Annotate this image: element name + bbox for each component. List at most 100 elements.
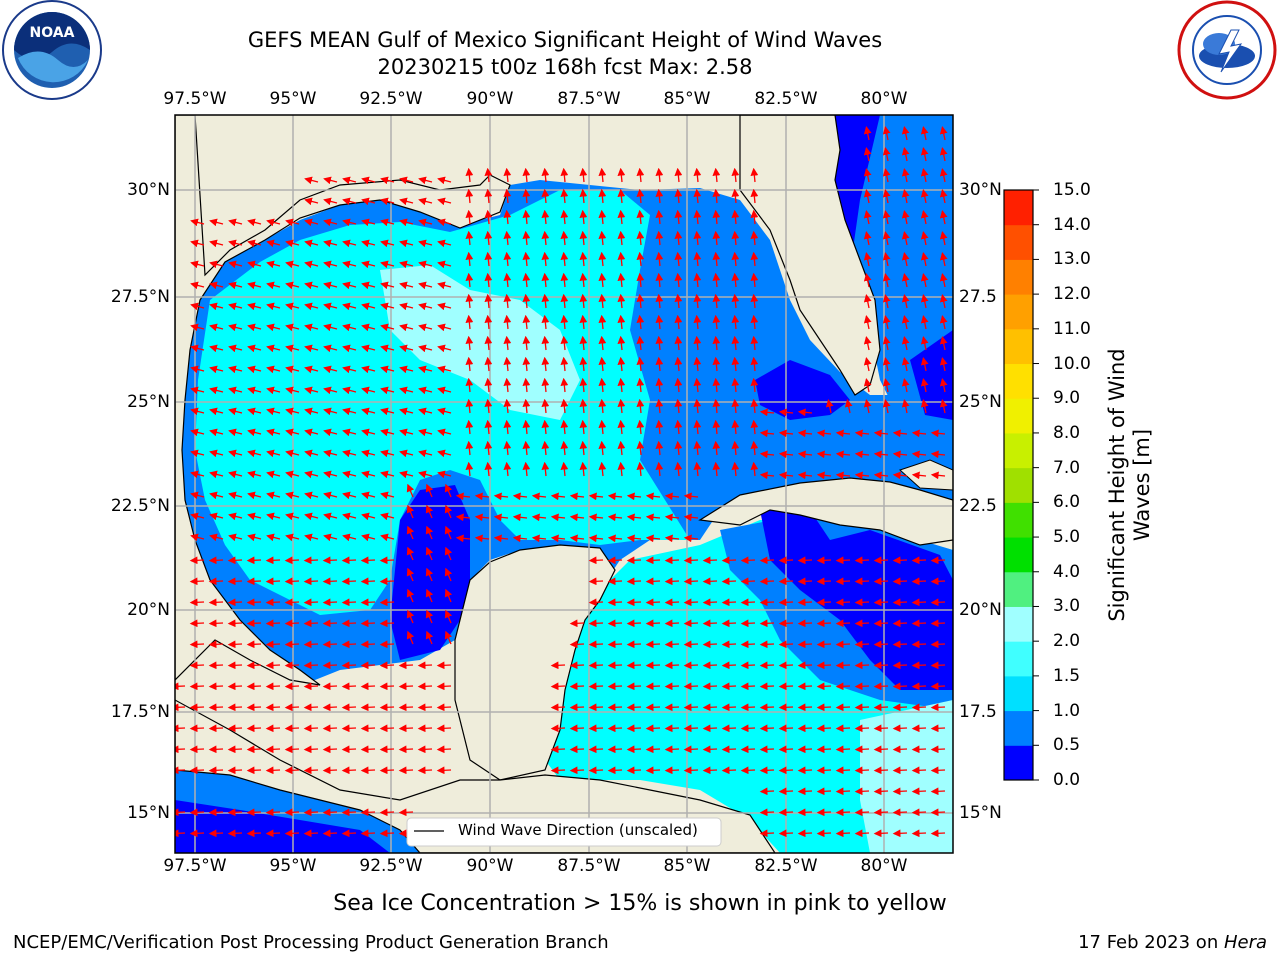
- wind-wave-arrow: [342, 344, 357, 353]
- wind-wave-arrow: [522, 356, 531, 372]
- wind-wave-arrow: [208, 829, 224, 838]
- wind-wave-arrow: [607, 598, 623, 607]
- wind-wave-arrow: [512, 534, 528, 543]
- wind-wave-arrow: [750, 314, 759, 330]
- wind-wave-arrow: [208, 577, 224, 586]
- wind-wave-arrow: [901, 357, 910, 372]
- wind-wave-arrow: [778, 408, 794, 417]
- wind-wave-arrow: [920, 210, 929, 225]
- wind-wave-arrow: [920, 273, 929, 288]
- wind-wave-arrow: [418, 344, 433, 353]
- wind-wave-arrow: [284, 808, 300, 817]
- wind-wave-arrow: [208, 703, 224, 712]
- wind-wave-arrow: [361, 344, 376, 353]
- wind-wave-arrow: [304, 176, 319, 185]
- wind-wave-arrow: [406, 630, 415, 645]
- wind-wave-arrow: [208, 556, 224, 565]
- wind-wave-arrow: [425, 525, 434, 540]
- wind-wave-arrow: [342, 449, 357, 458]
- wind-wave-arrow: [721, 682, 737, 691]
- wind-wave-arrow: [399, 197, 414, 206]
- wind-wave-arrow: [465, 419, 474, 435]
- wind-wave-arrow: [503, 461, 512, 477]
- wind-wave-arrow: [522, 314, 531, 330]
- wind-wave-arrow: [437, 386, 452, 395]
- wind-wave-arrow: [304, 239, 319, 248]
- wind-wave-arrow: [208, 766, 224, 775]
- wind-wave-arrow: [674, 461, 683, 477]
- wind-wave-arrow: [579, 461, 588, 477]
- wind-wave-arrow: [731, 251, 740, 267]
- wind-wave-arrow: [835, 450, 851, 459]
- wind-wave-arrow: [636, 356, 645, 372]
- wind-wave-arrow: [797, 598, 813, 607]
- wind-wave-arrow: [398, 766, 414, 775]
- wind-wave-arrow: [503, 230, 512, 246]
- wind-wave-arrow: [797, 556, 813, 565]
- wind-wave-arrow: [380, 323, 395, 332]
- wind-wave-arrow: [189, 745, 205, 754]
- wind-wave-arrow: [835, 598, 851, 607]
- wind-wave-arrow: [550, 703, 566, 712]
- wind-wave-arrow: [863, 273, 872, 288]
- wind-wave-arrow: [712, 251, 721, 267]
- colorbar-segment: [1004, 398, 1033, 434]
- wind-wave-arrow: [721, 724, 737, 733]
- wind-wave-arrow: [266, 218, 281, 227]
- wind-wave-arrow: [759, 745, 775, 754]
- wind-wave-arrow: [285, 239, 300, 248]
- wind-wave-arrow: [175, 724, 186, 733]
- wind-wave-arrow: [655, 209, 664, 225]
- wind-wave-arrow: [208, 682, 224, 691]
- wind-wave-arrow: [380, 386, 395, 395]
- wind-wave-arrow: [702, 619, 718, 628]
- wind-wave-arrow: [303, 766, 319, 775]
- wind-wave-arrow: [228, 281, 243, 290]
- wind-wave-arrow: [636, 272, 645, 288]
- wind-wave-arrow: [797, 745, 813, 754]
- wind-wave-arrow: [284, 745, 300, 754]
- wind-wave-arrow: [323, 281, 338, 290]
- wind-wave-arrow: [503, 335, 512, 351]
- wind-wave-arrow: [750, 167, 759, 183]
- wind-wave-arrow: [228, 386, 243, 395]
- wind-wave-arrow: [209, 281, 224, 290]
- wind-wave-arrow: [247, 365, 262, 374]
- wind-wave-arrow: [901, 168, 910, 183]
- wind-wave-arrow: [342, 470, 357, 479]
- wind-wave-arrow: [342, 302, 357, 311]
- wind-wave-arrow: [522, 440, 531, 456]
- wind-wave-arrow: [939, 294, 948, 309]
- wind-wave-arrow: [645, 640, 661, 649]
- lon-tick-top: 95°W: [269, 89, 317, 109]
- wind-wave-arrow: [361, 533, 376, 542]
- wind-wave-arrow: [322, 808, 338, 817]
- wind-wave-arrow: [418, 449, 433, 458]
- wind-wave-arrow: [920, 315, 929, 330]
- wind-wave-arrow: [406, 483, 415, 498]
- wind-wave-arrow: [190, 533, 205, 542]
- wind-wave-arrow: [693, 356, 702, 372]
- wind-wave-arrow: [873, 640, 889, 649]
- wind-wave-arrow: [930, 808, 946, 817]
- wind-wave-arrow: [503, 251, 512, 267]
- wind-wave-arrow: [360, 745, 376, 754]
- wind-wave-arrow: [285, 470, 300, 479]
- wind-wave-arrow: [721, 745, 737, 754]
- wind-wave-arrow: [598, 419, 607, 435]
- wind-wave-arrow: [882, 273, 891, 288]
- mexico-land: [175, 115, 511, 686]
- wind-wave-arrow: [247, 449, 262, 458]
- wind-wave-arrow: [304, 428, 319, 437]
- wind-wave-arrow: [588, 745, 604, 754]
- wind-wave-arrow: [835, 471, 851, 480]
- wind-wave-arrow: [731, 293, 740, 309]
- wind-wave-arrow: [892, 703, 908, 712]
- colorbar-segment: [1004, 606, 1033, 642]
- wind-wave-arrow: [797, 661, 813, 670]
- wind-wave-arrow: [882, 357, 891, 372]
- wind-wave-arrow: [285, 533, 300, 542]
- wind-wave-arrow: [342, 428, 357, 437]
- colorbar-segment: [1004, 328, 1033, 365]
- colorbar-segment: [1004, 745, 1033, 781]
